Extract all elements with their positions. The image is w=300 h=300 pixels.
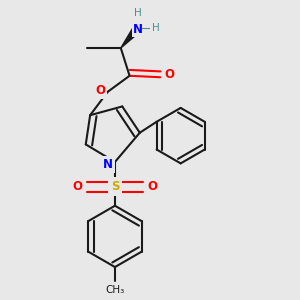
Text: N: N <box>103 158 113 171</box>
Text: S: S <box>111 180 119 193</box>
Text: O: O <box>147 180 157 193</box>
Text: O: O <box>95 84 105 97</box>
Text: H: H <box>134 8 142 18</box>
Text: O: O <box>164 68 174 81</box>
Text: H: H <box>152 22 160 33</box>
Polygon shape <box>121 26 140 48</box>
Text: O: O <box>73 180 82 193</box>
Text: N: N <box>133 22 143 36</box>
Text: CH₃: CH₃ <box>105 285 124 295</box>
